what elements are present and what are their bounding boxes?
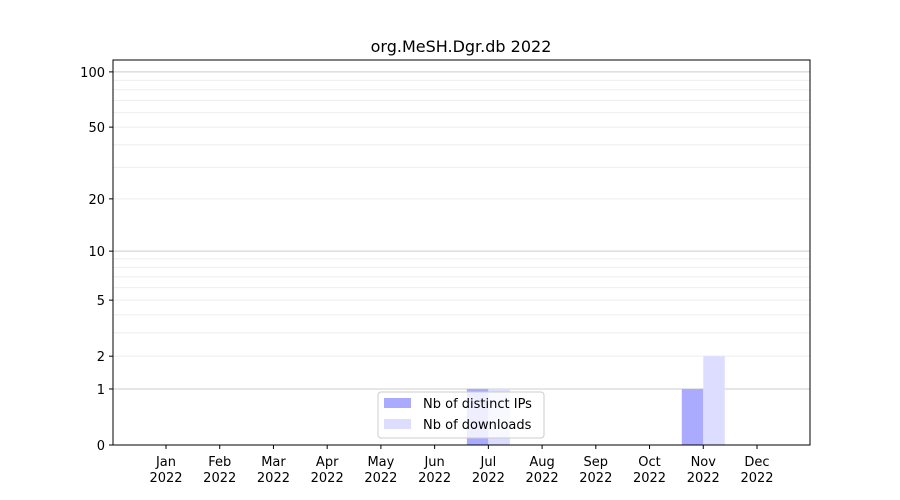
x-axis: Jan2022Feb2022Mar2022Apr2022May2022Jun20… (149, 445, 774, 486)
x-tick-label: 2022 (418, 471, 451, 486)
legend-swatch (384, 398, 411, 408)
y-tick-label: 50 (88, 121, 105, 136)
x-tick-label: 2022 (579, 471, 612, 486)
x-tick-label: Aug (529, 455, 554, 470)
y-tick-label: 20 (88, 193, 105, 208)
grid (113, 71, 810, 390)
plot-frame (112, 59, 811, 446)
bar-downloads (703, 356, 725, 445)
x-tick-label: 2022 (740, 471, 773, 486)
y-tick-label: 100 (80, 66, 105, 81)
bar-distinct-ips (681, 388, 704, 445)
x-tick-label: May (367, 455, 394, 470)
y-tick-label: 2 (97, 350, 105, 365)
x-tick-label: 2022 (633, 471, 666, 486)
legend-box (377, 391, 545, 439)
x-tick-label: 2022 (526, 471, 559, 486)
x-tick-label: 2022 (149, 471, 182, 486)
legend: Nb of distinct IPs Nb of downloads (377, 391, 545, 439)
x-tick-label: Dec (744, 455, 769, 470)
x-tick-label: 2022 (311, 471, 344, 486)
x-tick-label: 2022 (472, 471, 505, 486)
y-tick-label: 1 (97, 383, 105, 398)
x-tick-label: 2022 (364, 471, 397, 486)
x-tick-label: 2022 (687, 471, 720, 486)
y-axis: 0 1 2 5 10 20 50 100 (80, 66, 113, 454)
y-tick-label: 10 (88, 245, 105, 260)
x-tick-label: 2022 (203, 471, 236, 486)
x-tick-label: Oct (638, 455, 660, 470)
y-tick-label: 0 (97, 439, 105, 454)
x-tick-label: 2022 (257, 471, 290, 486)
x-tick-label: Jan (155, 455, 176, 470)
x-tick-label: Sep (584, 455, 609, 470)
x-tick-label: Mar (261, 455, 286, 470)
legend-label: Nb of downloads (423, 418, 532, 433)
legend-label: Nb of distinct IPs (423, 397, 532, 412)
y-tick-label: 5 (97, 294, 105, 309)
x-tick-label: Jun (423, 455, 444, 470)
x-tick-label: Apr (316, 455, 339, 470)
chart-title: org.MeSH.Dgr.db 2022 (371, 37, 552, 56)
legend-swatch (384, 419, 411, 429)
x-tick-label: Jul (480, 455, 497, 470)
x-tick-label: Nov (691, 455, 717, 470)
x-tick-label: Feb (208, 455, 231, 470)
